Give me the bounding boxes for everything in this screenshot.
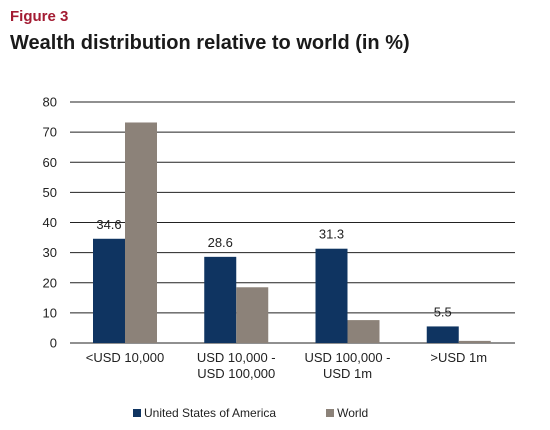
x-tick-label: USD 1m xyxy=(323,366,372,381)
legend-label-usa: United States of America xyxy=(144,406,277,420)
data-label: 28.6 xyxy=(208,235,233,250)
x-tick-label: USD 100,000 xyxy=(197,366,275,381)
bar-usa xyxy=(315,248,348,343)
legend-item-world: World xyxy=(326,406,368,420)
x-tick-label: USD 100,000 - xyxy=(305,350,391,365)
y-tick-label: 80 xyxy=(43,95,57,110)
y-tick-label: 50 xyxy=(43,185,57,200)
x-tick-label: >USD 1m xyxy=(430,350,487,365)
y-tick-label: 70 xyxy=(43,125,57,140)
x-tick-label: <USD 10,000 xyxy=(86,350,164,365)
legend-label-world: World xyxy=(337,406,369,420)
data-label: 31.3 xyxy=(319,227,344,242)
y-tick-label: 10 xyxy=(43,305,57,320)
x-tick-label: USD 10,000 - xyxy=(197,350,276,365)
legend: United States of America World xyxy=(133,406,418,420)
y-tick-label: 20 xyxy=(43,275,57,290)
legend-swatch-world xyxy=(326,409,335,417)
y-tick-label: 0 xyxy=(50,336,57,351)
y-tick-label: 40 xyxy=(43,215,57,230)
bar-usa xyxy=(93,238,125,343)
legend-item-usa: United States of America xyxy=(133,406,276,420)
bar-usa xyxy=(204,256,237,343)
bar-usa xyxy=(426,326,459,343)
bar-world xyxy=(347,320,380,343)
bar-chart: 0 10 20 30 40 50 60 70 80 34.6 <USD 10,000 28.6 USD … xyxy=(43,95,515,381)
figure-label: Figure 3 xyxy=(10,8,69,25)
y-tick-label: 30 xyxy=(43,245,57,260)
data-label: 34.6 xyxy=(96,217,121,232)
chart-title: Wealth distribution relative to world (i… xyxy=(10,32,410,54)
y-tick-label: 60 xyxy=(43,155,57,170)
data-label: 5.5 xyxy=(434,304,452,319)
legend-swatch-usa xyxy=(133,409,141,417)
bar-world xyxy=(125,122,157,343)
bar-world xyxy=(236,287,269,343)
bar-world xyxy=(458,340,491,343)
